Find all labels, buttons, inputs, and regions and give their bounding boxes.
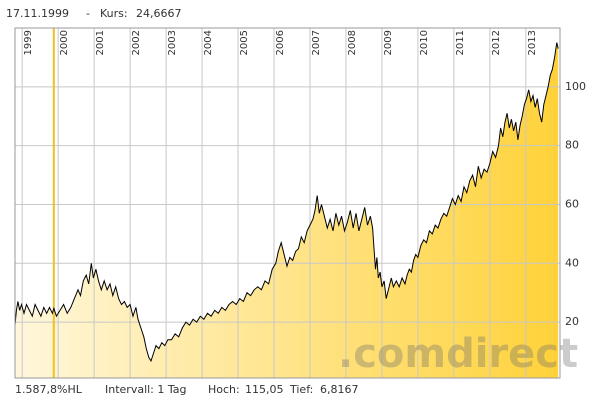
footer-low: 6,8167 bbox=[320, 383, 359, 396]
x-tick-label: 2000 bbox=[59, 30, 70, 55]
x-tick-label: 2003 bbox=[167, 30, 178, 55]
x-tick-label: 2008 bbox=[347, 30, 358, 55]
y-tick-label: 60 bbox=[565, 197, 579, 210]
x-tick-label: 2010 bbox=[419, 30, 430, 55]
x-tick-label: 2001 bbox=[95, 30, 106, 55]
x-tick-label: 2009 bbox=[383, 30, 394, 55]
header-price-label: Kurs: bbox=[100, 7, 128, 20]
footer-interval: Intervall: 1 Tag bbox=[105, 383, 187, 396]
footer-high-label: Hoch: bbox=[208, 383, 240, 396]
y-tick-label: 20 bbox=[565, 315, 579, 328]
watermark: .comdirect bbox=[338, 331, 578, 377]
x-tick-label: 2004 bbox=[203, 30, 214, 55]
header-price: 24,6667 bbox=[136, 7, 182, 20]
x-tick-label: 2002 bbox=[131, 30, 142, 55]
price-line bbox=[14, 42, 559, 363]
plot-frame bbox=[14, 27, 561, 379]
x-tick-label: 2011 bbox=[455, 30, 466, 55]
y-tick-label: 100 bbox=[565, 80, 586, 93]
x-tick-label: 2005 bbox=[239, 30, 250, 55]
x-tick-label: 1999 bbox=[23, 30, 34, 55]
x-tick-label: 2012 bbox=[491, 30, 502, 55]
x-tick-label: 2013 bbox=[527, 30, 538, 55]
area bbox=[15, 42, 559, 378]
footer-performance: 1.587,8%HL bbox=[15, 383, 83, 396]
header-date: 17.11.1999 bbox=[6, 7, 69, 20]
y-tick-label: 80 bbox=[565, 139, 579, 152]
y-tick-label: 40 bbox=[565, 256, 579, 269]
x-tick-label: 2007 bbox=[311, 30, 322, 55]
x-tick-label: 2006 bbox=[275, 30, 286, 55]
footer-high: 115,05 bbox=[245, 383, 284, 396]
header-separator: - bbox=[86, 7, 90, 20]
footer-low-label: Tief: bbox=[289, 383, 313, 396]
